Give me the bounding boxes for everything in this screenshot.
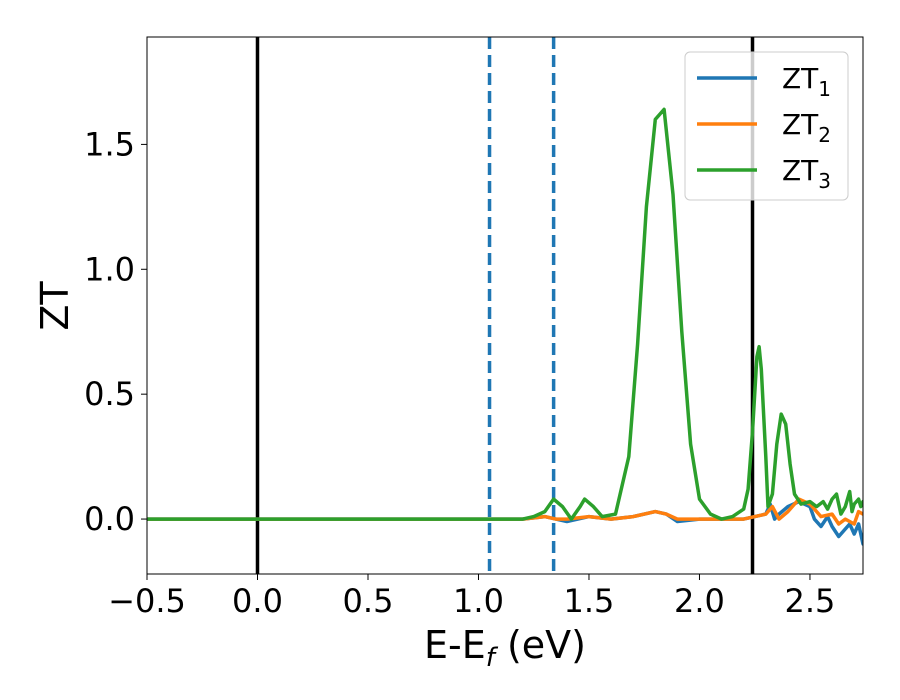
plot-frame bbox=[146, 36, 864, 575]
y-tick-label: 1.0 bbox=[84, 250, 135, 288]
x-tick-label: 1.0 bbox=[453, 582, 504, 620]
legend-label-1: ZT1 bbox=[782, 62, 831, 101]
y-tick-label: 0.5 bbox=[84, 375, 135, 413]
legend-label-3: ZT3 bbox=[782, 154, 831, 193]
legend-box bbox=[684, 51, 849, 201]
x-tick-label: 1.5 bbox=[564, 582, 615, 620]
x-tick-label: −0.5 bbox=[108, 582, 186, 620]
x-axis: −0.5 0.0 0.5 1.0 1.5 2.0 2.5 bbox=[108, 574, 835, 620]
x-tick-label: 0.5 bbox=[343, 582, 394, 620]
y-tick-label: 1.5 bbox=[84, 125, 135, 163]
legend: ZT1 ZT2 ZT3 bbox=[684, 51, 849, 201]
x-tick-label: 2.0 bbox=[674, 582, 725, 620]
x-axis-label: E-Ef (eV) bbox=[424, 623, 586, 673]
y-axis: 0.0 0.5 1.0 1.5 bbox=[84, 125, 147, 538]
legend-label-2: ZT2 bbox=[782, 108, 831, 147]
y-axis-label: ZT bbox=[33, 281, 77, 331]
series-lines bbox=[147, 107, 863, 546]
reference-lines bbox=[255, 37, 755, 574]
y-tick-label: 0.0 bbox=[84, 500, 135, 538]
series-line-3 bbox=[147, 107, 863, 521]
series-line-2 bbox=[147, 497, 863, 526]
x-tick-label: 2.5 bbox=[785, 582, 836, 620]
series-line-1 bbox=[147, 499, 863, 546]
x-axis-label-unit: (eV) bbox=[495, 623, 586, 667]
x-tick-label: 0.0 bbox=[232, 582, 283, 620]
